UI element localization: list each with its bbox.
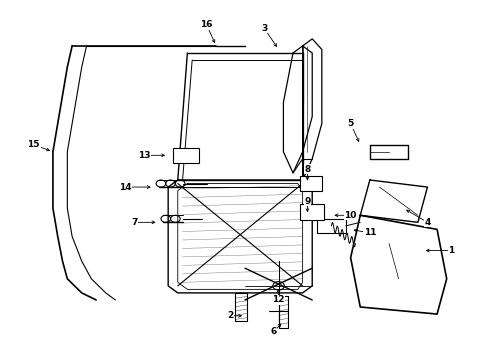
Text: 2: 2 [227, 311, 234, 320]
Text: 16: 16 [200, 20, 213, 29]
Text: 12: 12 [272, 296, 285, 305]
Bar [300, 176, 322, 191]
Text: 14: 14 [119, 183, 131, 192]
Text: 7: 7 [131, 218, 138, 227]
Text: 9: 9 [304, 197, 311, 206]
Text: 13: 13 [138, 151, 150, 160]
Text: 8: 8 [304, 165, 311, 174]
Bar [173, 148, 199, 163]
Text: 15: 15 [27, 140, 40, 149]
Text: 4: 4 [424, 218, 431, 227]
Bar [300, 204, 324, 220]
Text: 10: 10 [344, 211, 357, 220]
Text: 11: 11 [364, 229, 376, 238]
Text: 3: 3 [261, 24, 268, 33]
Text: 6: 6 [270, 327, 277, 336]
Text: 1: 1 [448, 246, 455, 255]
Text: 5: 5 [347, 119, 354, 128]
